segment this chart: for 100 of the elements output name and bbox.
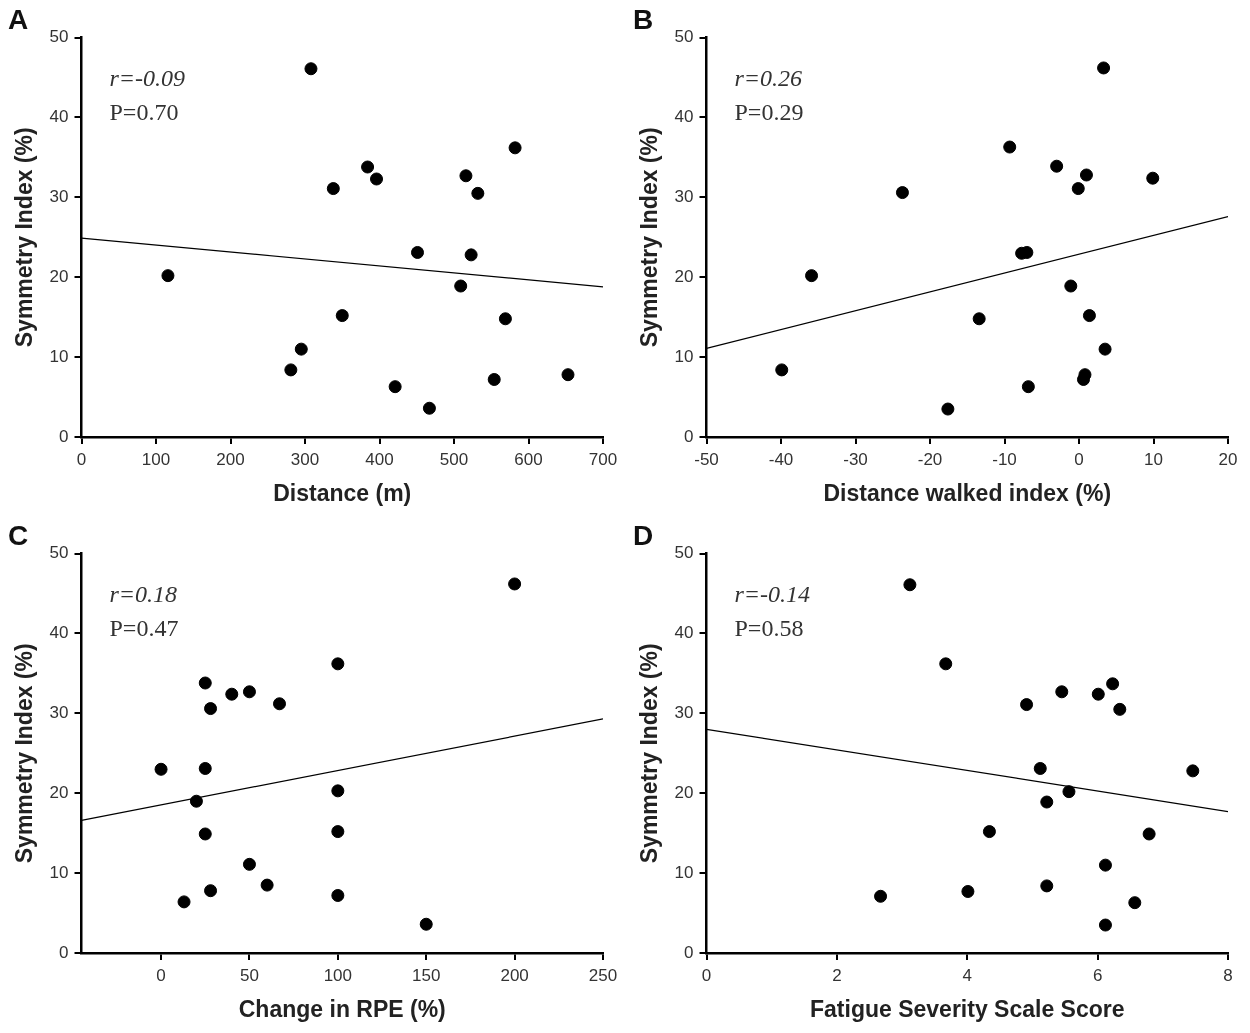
point — [1079, 168, 1093, 182]
point — [561, 368, 575, 382]
point — [419, 917, 433, 931]
point — [1020, 698, 1034, 712]
point — [326, 182, 340, 196]
point — [198, 676, 212, 690]
point — [331, 888, 345, 902]
y-axis-title: Symmetry Index (%) — [11, 643, 38, 864]
y-tick-label: 50 — [674, 27, 694, 47]
annotation: r=0.18 — [109, 580, 178, 607]
point — [508, 141, 522, 155]
x-tick-label: 0 — [76, 449, 87, 469]
y-tick-label: 10 — [49, 862, 69, 882]
point — [1040, 795, 1054, 809]
y-tick-label: 30 — [49, 187, 69, 207]
point — [204, 702, 218, 716]
x-tick-label: 20 — [1218, 449, 1238, 469]
x-axis-title: Distance walked index (%) — [823, 479, 1112, 506]
point — [1186, 764, 1200, 778]
point — [242, 857, 256, 871]
x-tick-label: 600 — [514, 449, 543, 469]
y-tick-label: 10 — [674, 346, 694, 366]
x-axis-title: Change in RPE (%) — [238, 995, 446, 1022]
point — [941, 402, 955, 416]
point — [1142, 827, 1156, 841]
annotation: P=0.47 — [109, 614, 179, 641]
point — [459, 169, 473, 183]
point — [204, 884, 218, 898]
point — [225, 687, 239, 701]
point — [1098, 858, 1112, 872]
point — [422, 401, 436, 415]
x-tick-label: -50 — [694, 449, 719, 469]
point — [508, 577, 522, 591]
x-tick-label: 500 — [439, 449, 469, 469]
y-tick-label: 30 — [674, 187, 694, 207]
x-tick-label: 6 — [1092, 965, 1103, 985]
point — [1128, 896, 1142, 910]
point — [242, 685, 256, 699]
point — [1082, 309, 1096, 323]
x-tick-label: 4 — [962, 965, 972, 985]
x-tick-label: 50 — [239, 965, 259, 985]
point — [498, 312, 512, 326]
chart-title: B — [633, 3, 654, 35]
y-tick-label: 20 — [674, 266, 694, 286]
point — [1113, 702, 1127, 716]
y-tick-label: 50 — [49, 543, 69, 563]
x-tick-label: 0 — [1074, 449, 1084, 469]
point — [1091, 687, 1105, 701]
point — [335, 309, 349, 323]
point — [1021, 380, 1035, 394]
point — [1040, 879, 1054, 893]
point — [294, 342, 308, 356]
point — [1146, 171, 1160, 185]
x-tick-label: 150 — [412, 965, 441, 985]
y-tick-label: 40 — [49, 107, 69, 127]
x-tick-label: 8 — [1223, 965, 1233, 985]
point — [411, 245, 424, 259]
x-axis-title: Distance (m) — [273, 479, 412, 506]
x-tick-label: -40 — [768, 449, 794, 469]
point — [775, 363, 789, 377]
annotation: r=-0.14 — [734, 580, 811, 607]
y-tick-label: 20 — [49, 782, 69, 802]
y-tick-label: 0 — [684, 426, 694, 446]
point — [331, 784, 345, 798]
y-axis-title: Symmetry Index (%) — [636, 127, 663, 348]
y-tick-label: 10 — [674, 862, 694, 882]
x-tick-label: 2 — [832, 965, 842, 985]
x-tick-label: -30 — [843, 449, 868, 469]
y-tick-label: 10 — [49, 346, 69, 366]
x-tick-label: -10 — [992, 449, 1017, 469]
point — [1033, 761, 1047, 775]
annotation: r=0.26 — [734, 64, 803, 91]
point — [939, 657, 953, 671]
point — [805, 269, 819, 283]
point — [874, 889, 888, 903]
point — [370, 172, 384, 186]
point — [177, 895, 191, 909]
point — [1097, 61, 1111, 75]
chart-title: D — [633, 519, 654, 551]
y-tick-label: 20 — [674, 782, 694, 802]
point — [1055, 685, 1069, 699]
point — [361, 160, 375, 174]
annotation: r=-0.09 — [109, 64, 186, 91]
y-tick-label: 50 — [49, 27, 69, 47]
point — [487, 372, 501, 386]
x-tick-label: 700 — [588, 449, 618, 469]
point — [903, 578, 917, 592]
x-tick-label: 300 — [290, 449, 320, 469]
point — [982, 825, 996, 839]
x-tick-label: 100 — [323, 965, 353, 985]
y-tick-label: 30 — [49, 703, 69, 723]
point — [471, 186, 485, 200]
annotation: P=0.58 — [734, 614, 804, 641]
point — [1106, 677, 1120, 691]
point — [1050, 159, 1064, 173]
annotation: P=0.29 — [734, 98, 804, 125]
x-tick-label: 200 — [500, 965, 529, 985]
y-tick-label: 0 — [684, 942, 694, 962]
x-tick-label: 200 — [216, 449, 245, 469]
point — [304, 62, 318, 76]
